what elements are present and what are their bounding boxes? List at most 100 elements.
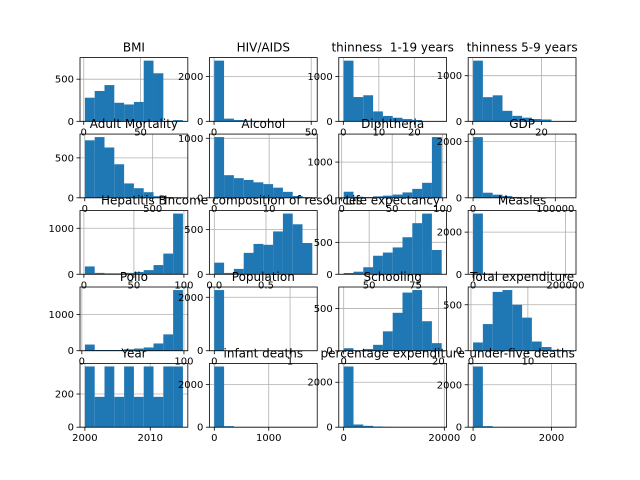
axes-frame — [467, 133, 577, 199]
bar — [482, 97, 493, 122]
bar — [143, 366, 154, 428]
bar — [124, 272, 134, 275]
x-tick-label: 20 — [535, 127, 548, 138]
y-tick-label: 1000 — [307, 158, 332, 169]
x-tick-label: 0 — [340, 357, 346, 368]
bar — [343, 60, 354, 122]
subplot-title: HIV/AIDS — [237, 41, 290, 55]
bar — [84, 266, 95, 275]
bar — [343, 348, 354, 351]
x-tick-label: 0 — [211, 433, 217, 444]
subplot: 0 2000 0 2000 under-five deaths — [437, 346, 577, 444]
axes-frame — [338, 363, 448, 428]
subplot: 0 1000 0 2000 infant deaths — [178, 346, 318, 444]
subplot: 0 1 0 2000 Population — [178, 270, 318, 368]
bar — [343, 366, 354, 428]
y-tick-label: 0 — [456, 270, 462, 281]
y-tick-label: 500 — [55, 153, 74, 164]
bar — [214, 366, 225, 428]
bar — [233, 119, 244, 122]
bar — [94, 272, 105, 275]
bar — [353, 424, 364, 428]
x-tick-label: 100000 — [536, 204, 574, 215]
bar — [541, 119, 552, 122]
subplot: 0 200000 0 2000 Measles — [437, 194, 585, 292]
bar — [373, 111, 383, 122]
x-tick-label: 1 — [287, 357, 293, 368]
subplot-title: infant deaths — [224, 346, 304, 360]
bar — [473, 60, 483, 122]
bar — [84, 140, 95, 198]
bar — [214, 137, 225, 198]
bar — [243, 179, 254, 198]
bar — [133, 271, 144, 275]
y-tick-label: 0 — [68, 117, 74, 128]
y-tick-label: 0 — [326, 117, 332, 128]
x-tick-label: 100 — [174, 280, 193, 291]
bar — [163, 253, 174, 275]
bar — [402, 237, 413, 275]
y-tick-label: 0 — [197, 270, 203, 281]
y-tick-label: 500 — [184, 225, 203, 236]
bar — [522, 317, 532, 351]
bar — [531, 341, 542, 351]
subplot: 0 10 0 1000 Alcohol — [178, 117, 318, 215]
x-tick-label: 50 — [128, 280, 141, 291]
bar — [253, 243, 264, 275]
bar — [104, 366, 115, 428]
bar — [343, 272, 354, 275]
subplot: 0 10 20 0 1000 thinness 1-19 years — [307, 41, 454, 139]
bar — [551, 349, 562, 351]
bar — [143, 192, 154, 198]
x-tick-label: 0 — [211, 204, 217, 215]
bar — [473, 342, 483, 351]
bar — [143, 270, 154, 275]
bar — [431, 137, 442, 198]
x-tick-label: 0 — [79, 357, 85, 368]
y-tick-label: 0 — [456, 346, 462, 357]
bar — [94, 396, 105, 428]
bar — [541, 347, 552, 351]
bar — [282, 191, 293, 198]
bar — [124, 183, 134, 198]
bar — [353, 271, 364, 275]
bar — [224, 175, 234, 198]
bar — [402, 192, 413, 198]
x-tick-label: 0 — [470, 433, 476, 444]
y-tick-label: 0 — [197, 193, 203, 204]
x-tick-label: 0 — [338, 204, 344, 215]
subplot-title: BMI — [123, 41, 145, 55]
axes-frame — [338, 286, 448, 352]
bar — [94, 90, 105, 122]
subplot-title: Alcohol — [241, 117, 285, 131]
x-tick-label: 20 — [408, 127, 421, 138]
subplot-title: Diphtheria — [361, 117, 424, 131]
bar — [84, 97, 95, 122]
bar — [482, 273, 493, 275]
bar — [224, 272, 234, 275]
axes-frame — [208, 286, 318, 352]
axes-frame — [79, 286, 189, 352]
bar — [292, 196, 303, 198]
bar — [492, 291, 503, 351]
subplot: 0.0 0.5 0 500 Income composition of resource… — [164, 194, 362, 292]
subplot: 2000 2010 0 200 Year — [55, 346, 189, 444]
x-tick-label: 500 — [143, 204, 162, 215]
x-tick-label: 50 — [134, 127, 147, 138]
x-tick-label: 2010 — [138, 433, 163, 444]
bar — [233, 268, 244, 275]
subplot-title: Measles — [498, 194, 546, 208]
x-tick-label: 75 — [409, 280, 422, 291]
bar — [363, 349, 374, 351]
y-tick-label: 2000 — [437, 228, 462, 239]
bar — [502, 110, 513, 122]
subplot-title: Life expectancy — [345, 194, 440, 208]
y-tick-label: 500 — [55, 75, 74, 86]
bar — [163, 366, 174, 428]
